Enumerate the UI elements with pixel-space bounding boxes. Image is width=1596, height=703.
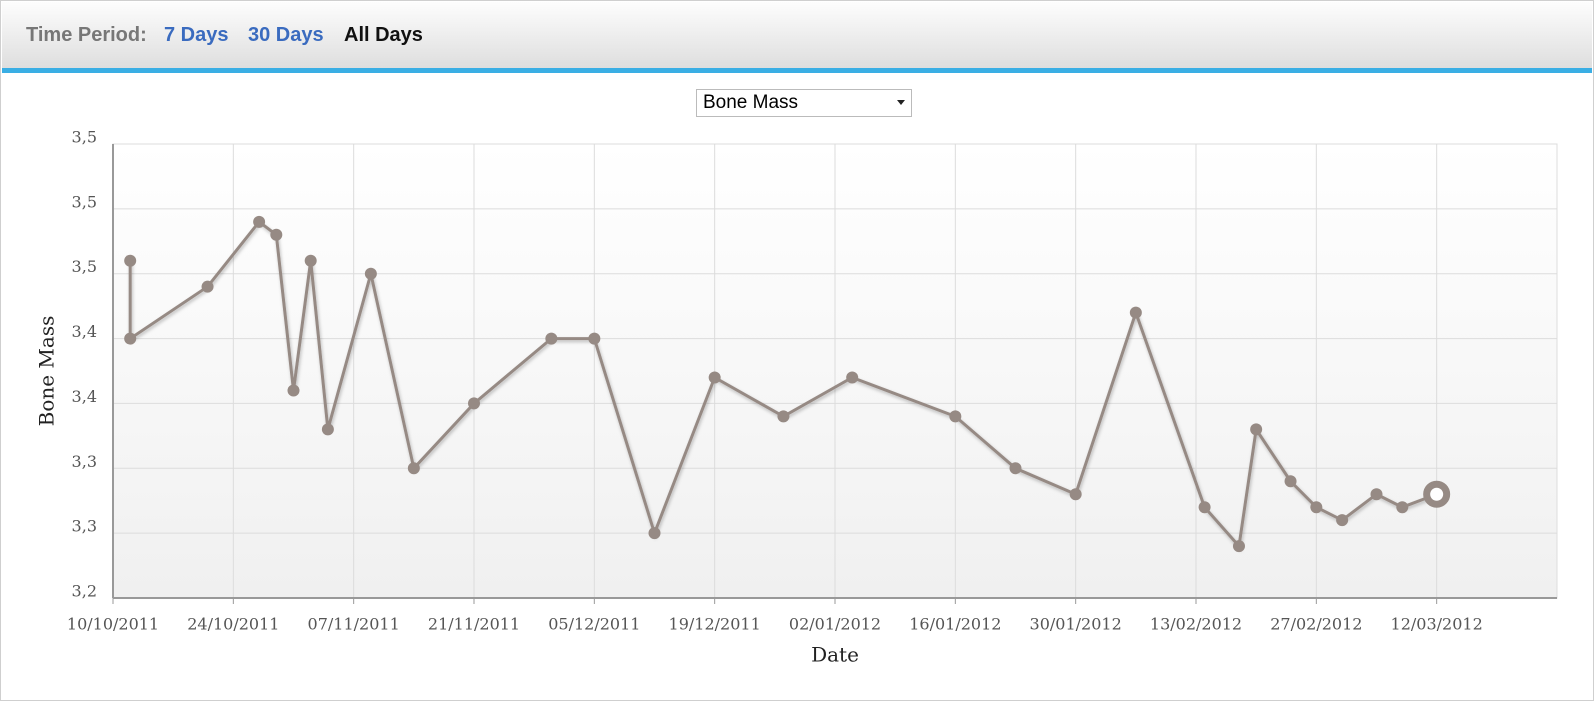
data-point	[124, 332, 137, 345]
y-tick-label: 3,4	[72, 387, 97, 406]
data-point	[364, 267, 377, 280]
data-point	[1370, 488, 1383, 501]
x-tick-label: 16/01/2012	[909, 615, 1001, 634]
y-tick-label: 3,3	[72, 452, 97, 471]
x-tick-label: 27/02/2012	[1270, 615, 1362, 634]
x-tick-label: 13/02/2012	[1150, 615, 1242, 634]
x-tick-label: 07/11/2011	[308, 615, 400, 634]
data-point	[1396, 501, 1409, 514]
y-axis-title: Bone Mass	[35, 316, 59, 427]
select-value: Bone Mass	[703, 92, 799, 113]
data-line	[128, 219, 1438, 550]
y-tick-label: 3,3	[72, 517, 97, 536]
data-point	[949, 410, 962, 423]
x-tick-label: 21/11/2011	[428, 615, 520, 634]
data-point	[545, 332, 558, 345]
data-point	[1009, 462, 1022, 475]
data-point	[708, 371, 721, 384]
x-tick-label: 02/01/2012	[789, 615, 881, 634]
period-label: Time Period:	[26, 24, 147, 46]
data-point	[1069, 488, 1082, 501]
data-point	[1198, 501, 1211, 514]
x-tick-label: 12/03/2012	[1391, 615, 1483, 634]
data-point	[1232, 540, 1245, 553]
data-point	[1129, 306, 1142, 319]
header: Time Period: 7 Days 30 Days All Days	[2, 2, 1592, 73]
data-point	[270, 228, 283, 241]
data-point	[1284, 475, 1297, 488]
data-point	[468, 397, 480, 410]
x-axis-title: Date	[811, 643, 859, 667]
y-tick-label: 3,5	[72, 257, 97, 276]
data-point	[321, 423, 334, 436]
period-option[interactable]: 30 Days	[248, 24, 324, 46]
x-tick-label: 30/01/2012	[1030, 615, 1122, 634]
data-point	[777, 410, 790, 423]
x-tick-label: 19/12/2011	[669, 615, 761, 634]
y-tick-label: 3,5	[72, 128, 97, 147]
x-tick-label: 05/12/2011	[548, 615, 640, 634]
data-point	[588, 332, 601, 345]
data-point	[304, 254, 317, 267]
period-option[interactable]: 7 Days	[164, 24, 229, 46]
x-tick-label: 10/10/2011	[67, 615, 159, 634]
data-point	[1423, 480, 1451, 508]
y-tick-label: 3,2	[72, 582, 97, 601]
data-point	[846, 371, 859, 384]
data-point	[201, 280, 214, 293]
data-point	[253, 215, 266, 228]
data-point	[287, 384, 300, 397]
data-point	[124, 254, 137, 267]
period-option[interactable]: All Days	[344, 24, 423, 46]
data-point	[1336, 514, 1349, 527]
x-tick-label: 24/10/2011	[187, 615, 279, 634]
metric-select[interactable]: Bone Mass	[696, 89, 912, 117]
y-tick-label: 3,5	[72, 192, 97, 211]
data-point	[648, 527, 661, 540]
y-tick-label: 3,4	[72, 322, 97, 341]
data-point	[407, 462, 420, 475]
data-point	[1310, 501, 1323, 514]
dropdown-arrow	[897, 100, 905, 109]
data-point	[1250, 423, 1263, 436]
